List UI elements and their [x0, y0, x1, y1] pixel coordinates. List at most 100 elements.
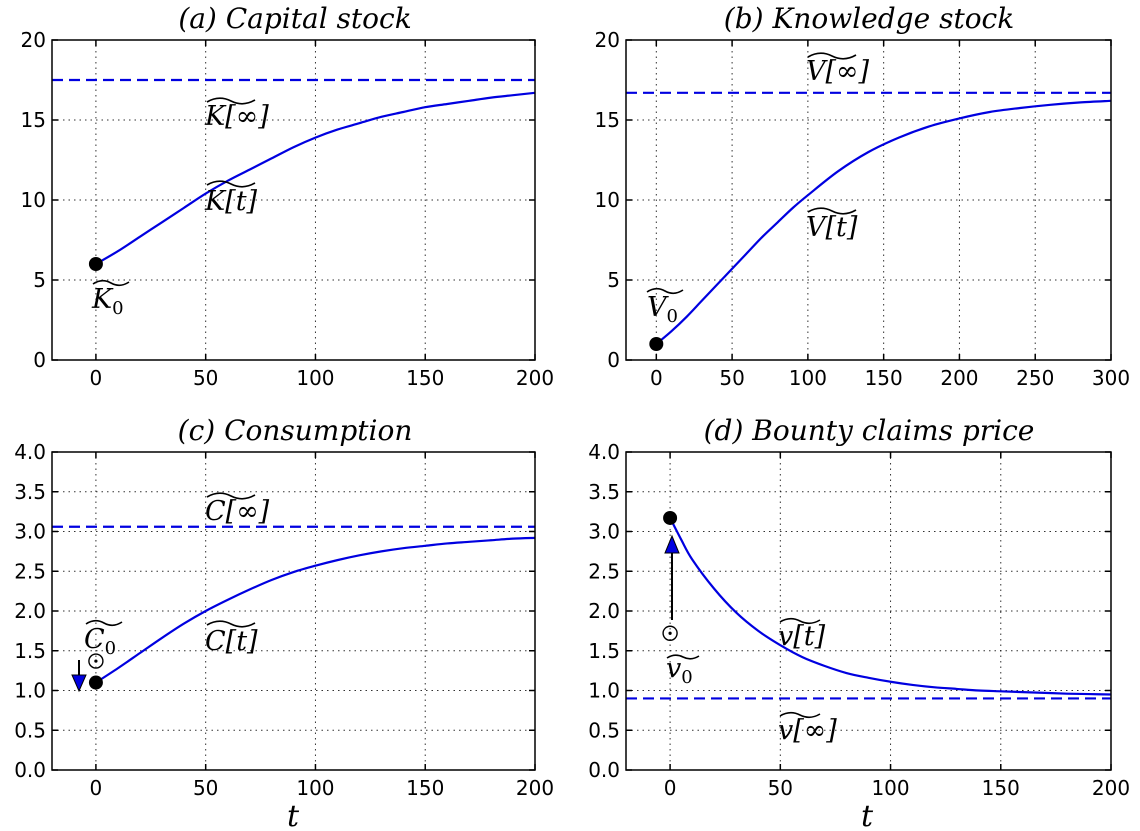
- panel-c-arrow-down: [71, 660, 87, 693]
- panel-d-ytick-label: 0.5: [588, 718, 620, 742]
- svg-text:V[∞]: V[∞]: [806, 56, 870, 87]
- panel-d-grid: [626, 451, 1112, 771]
- panel-a-ytick-label: 15: [21, 108, 46, 132]
- panel-b-xtick-label: 300: [1092, 366, 1130, 390]
- panel-d-ytick-label: 3.5: [588, 480, 620, 504]
- panel-d-ytick-label: 1.5: [588, 639, 620, 663]
- panel-c-ytick-label: 1.5: [14, 639, 46, 663]
- panel-c-ytick-label: 3.0: [14, 520, 46, 544]
- panel-a-xtick-label: 200: [516, 366, 554, 390]
- panel-d-ytick-label: 2.5: [588, 559, 620, 583]
- panel-a-ytick-label: 5: [33, 268, 46, 292]
- panel-b-xtick-label: 200: [940, 366, 978, 390]
- panel-c-ticks: 0 50 100 150 200 0.0 0.5 1.0 1.5 2.0 2.5 3.0 3.5 4.0: [14, 440, 554, 800]
- panel-c-open-point: [88, 653, 104, 669]
- svg-text:C[t]: C[t]: [205, 626, 258, 657]
- panel-d-ytick-label: 2.0: [588, 599, 620, 623]
- panel-c-ytick-label: 2.5: [14, 559, 46, 583]
- panel-a-label-k-t: K[t]: [204, 180, 258, 217]
- panel-b-label-v-t: V[t]: [806, 207, 858, 243]
- panel-a-xtick-label: 0: [90, 366, 103, 390]
- panel-c-ytick-label: 0.5: [14, 718, 46, 742]
- svg-text:K0: K0: [91, 284, 124, 319]
- panel-b-ytick-label: 10: [595, 188, 620, 212]
- svg-text:V0: V0: [647, 292, 678, 327]
- panel-a-xtick-label: 50: [193, 366, 218, 390]
- panel-c-label-c-t: C[t]: [205, 620, 258, 657]
- panel-c-ytick-label: 1.0: [14, 679, 46, 703]
- panel-d-label-v-t: v[t]: [778, 617, 826, 652]
- panel-b-label-v-inf: V[∞]: [806, 52, 870, 87]
- panel-c-ytick-label: 0.0: [14, 758, 46, 782]
- panel-d-ytick-label: 4.0: [588, 440, 620, 464]
- svg-text:C0: C0: [84, 624, 116, 659]
- panel-b-xtick-label: 0: [650, 366, 663, 390]
- panel-b-ytick-label: 20: [595, 28, 620, 52]
- panel-b-ytick-label: 15: [595, 108, 620, 132]
- panel-c: 0 50 100 150 2000.00.51.01.52.02.53.03.54.0 …: [14, 414, 554, 831]
- panel-b-grid: [626, 39, 1112, 361]
- svg-text:v[∞]: v[∞]: [778, 715, 837, 746]
- panel-d-frame: [625, 451, 1112, 771]
- panel-a-ytick-label: 0: [33, 348, 46, 372]
- panel-c-xtick-label: 200: [516, 776, 554, 800]
- panel-c-x-axis-label: t: [287, 799, 300, 831]
- panel-c-xtick-label: 150: [406, 776, 444, 800]
- panel-d-xtick-label: 100: [871, 776, 909, 800]
- panel-c-frame: [51, 451, 536, 771]
- panel-d-xtick-label: 0: [664, 776, 677, 800]
- svg-text:v[t]: v[t]: [778, 621, 826, 652]
- panel-a: 0 50 100 150 200 0 5 10 15 20 (a) Capital stock K…: [21, 2, 555, 390]
- svg-text:K[t]: K[t]: [204, 186, 258, 217]
- panel-c-xtick-label: 100: [296, 776, 334, 800]
- panel-c-curve: [95, 536, 536, 684]
- panel-b: 0 50 100 150 200 250 300 0 5 10 15 20 (b) Knowledge…: [595, 2, 1131, 390]
- svg-text:V[t]: V[t]: [806, 212, 858, 243]
- panel-c-ytick-label: 4.0: [14, 440, 46, 464]
- panel-a-label-k-inf: K[∞]: [204, 97, 269, 132]
- panel-b-ticks: 0 50 100 150 200 250 300 0 5 10 15 20: [595, 28, 1131, 390]
- panel-a-curve: [95, 91, 536, 265]
- panel-c-ytick-label: 3.5: [14, 480, 46, 504]
- panel-d-curve: [669, 517, 1112, 696]
- panel-d-x-axis-label: t: [861, 799, 874, 831]
- panel-c-initial-point: [88, 675, 103, 690]
- panel-b-curve: [655, 99, 1112, 345]
- panel-c-ytick-label: 2.0: [14, 599, 46, 623]
- svg-text:C[∞]: C[∞]: [205, 496, 270, 527]
- panel-a-label-k0: K0: [91, 279, 130, 319]
- panel-b-ytick-label: 0: [607, 348, 620, 372]
- panel-d-open-point: [662, 625, 678, 641]
- panel-d-ytick-label: 0.0: [588, 758, 620, 782]
- panel-b-xtick-label: 250: [1016, 366, 1054, 390]
- panel-c-xtick-label: 0: [90, 776, 103, 800]
- panel-c-xtick-label: 50: [193, 776, 218, 800]
- panel-b-label-v0: V0: [646, 287, 684, 327]
- panel-c-label-c-inf: C[∞]: [205, 492, 270, 527]
- panel-d-xtick-label: 50: [768, 776, 793, 800]
- panel-c-title: (c) Consumption: [178, 414, 413, 447]
- panel-b-xtick-label: 150: [865, 366, 903, 390]
- panel-d-ytick-label: 1.0: [588, 679, 620, 703]
- panel-a-grid: [52, 39, 536, 361]
- panel-b-xtick-label: 100: [789, 366, 827, 390]
- panel-b-xtick-label: 50: [719, 366, 744, 390]
- panel-d-label-v-inf: v[∞]: [778, 711, 837, 746]
- panel-c-label-c0: C0: [84, 619, 123, 659]
- panel-b-ytick-label: 5: [607, 268, 620, 292]
- panel-a-ticks: 0 50 100 150 200 0 5 10 15 20: [21, 28, 555, 390]
- panel-c-grid: [52, 451, 536, 771]
- panel-b-title: (b) Knowledge stock: [724, 2, 1014, 35]
- panel-d-initial-point: [663, 510, 678, 525]
- panel-d-arrow-up: [664, 534, 680, 620]
- panel-d-ticks: 0 50 100 150 200 0.0 0.5 1.0 1.5 2.0 2.5 3.0 3.5 4.0: [588, 440, 1130, 800]
- panel-b-initial-point: [649, 337, 664, 351]
- panel-d-ytick-label: 3.0: [588, 520, 620, 544]
- panel-a-ytick-label: 10: [21, 188, 46, 212]
- panel-b-frame: [625, 39, 1112, 361]
- panel-d-xtick-label: 200: [1092, 776, 1130, 800]
- panel-d-title: (d) Bounty claims price: [704, 414, 1035, 447]
- panel-a-xtick-label: 100: [296, 366, 334, 390]
- panel-a-ytick-label: 20: [21, 28, 46, 52]
- panel-a-title: (a) Capital stock: [178, 2, 411, 35]
